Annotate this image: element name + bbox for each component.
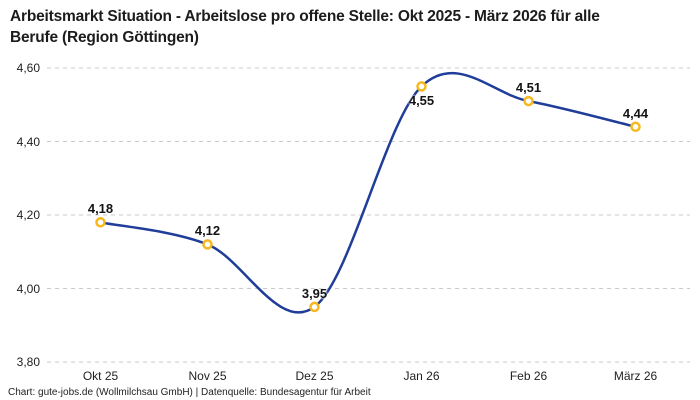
chart-title: Arbeitsmarkt Situation - Arbeitslose pro… (10, 6, 695, 48)
data-point-marker[interactable] (309, 301, 320, 313)
data-point-marker[interactable] (416, 81, 427, 92)
data-point-label: 4,12 (194, 223, 221, 239)
y-axis-tick: 3,80 (16, 355, 40, 369)
x-axis-tick: Nov 25 (188, 369, 227, 383)
x-axis-tick: März 26 (613, 369, 658, 383)
x-axis-tick: Dez 25 (295, 369, 334, 383)
y-axis-tick: 4,00 (16, 281, 40, 296)
data-point-label: 4,51 (515, 80, 542, 96)
x-axis-tick: Feb 26 (509, 369, 548, 383)
x-axis-tick: Jan 26 (403, 369, 440, 383)
data-point-marker[interactable] (523, 95, 534, 107)
data-point-marker[interactable] (95, 217, 106, 228)
data-point-label: 4,18 (87, 201, 114, 217)
x-axis-tick: Okt 25 (82, 369, 119, 383)
data-point-marker[interactable] (630, 121, 641, 133)
chart-title-line1: Arbeitsmarkt Situation - Arbeitslose pro… (10, 8, 600, 25)
data-point-label: 3,95 (301, 285, 328, 301)
data-point-marker[interactable] (202, 239, 213, 250)
data-point-label: 4,55 (408, 93, 435, 109)
y-axis-tick: 4,40 (16, 134, 40, 149)
chart-source-attribution: Chart: gute-jobs.de (Wollmilchsau GmbH) … (8, 387, 371, 398)
y-axis-tick: 4,20 (16, 208, 40, 222)
series-line (99, 72, 637, 314)
y-axis-tick: 4,60 (16, 61, 40, 75)
chart-title-line2: Berufe (Region Göttingen) (10, 29, 199, 46)
data-point-label: 4,44 (622, 105, 649, 121)
